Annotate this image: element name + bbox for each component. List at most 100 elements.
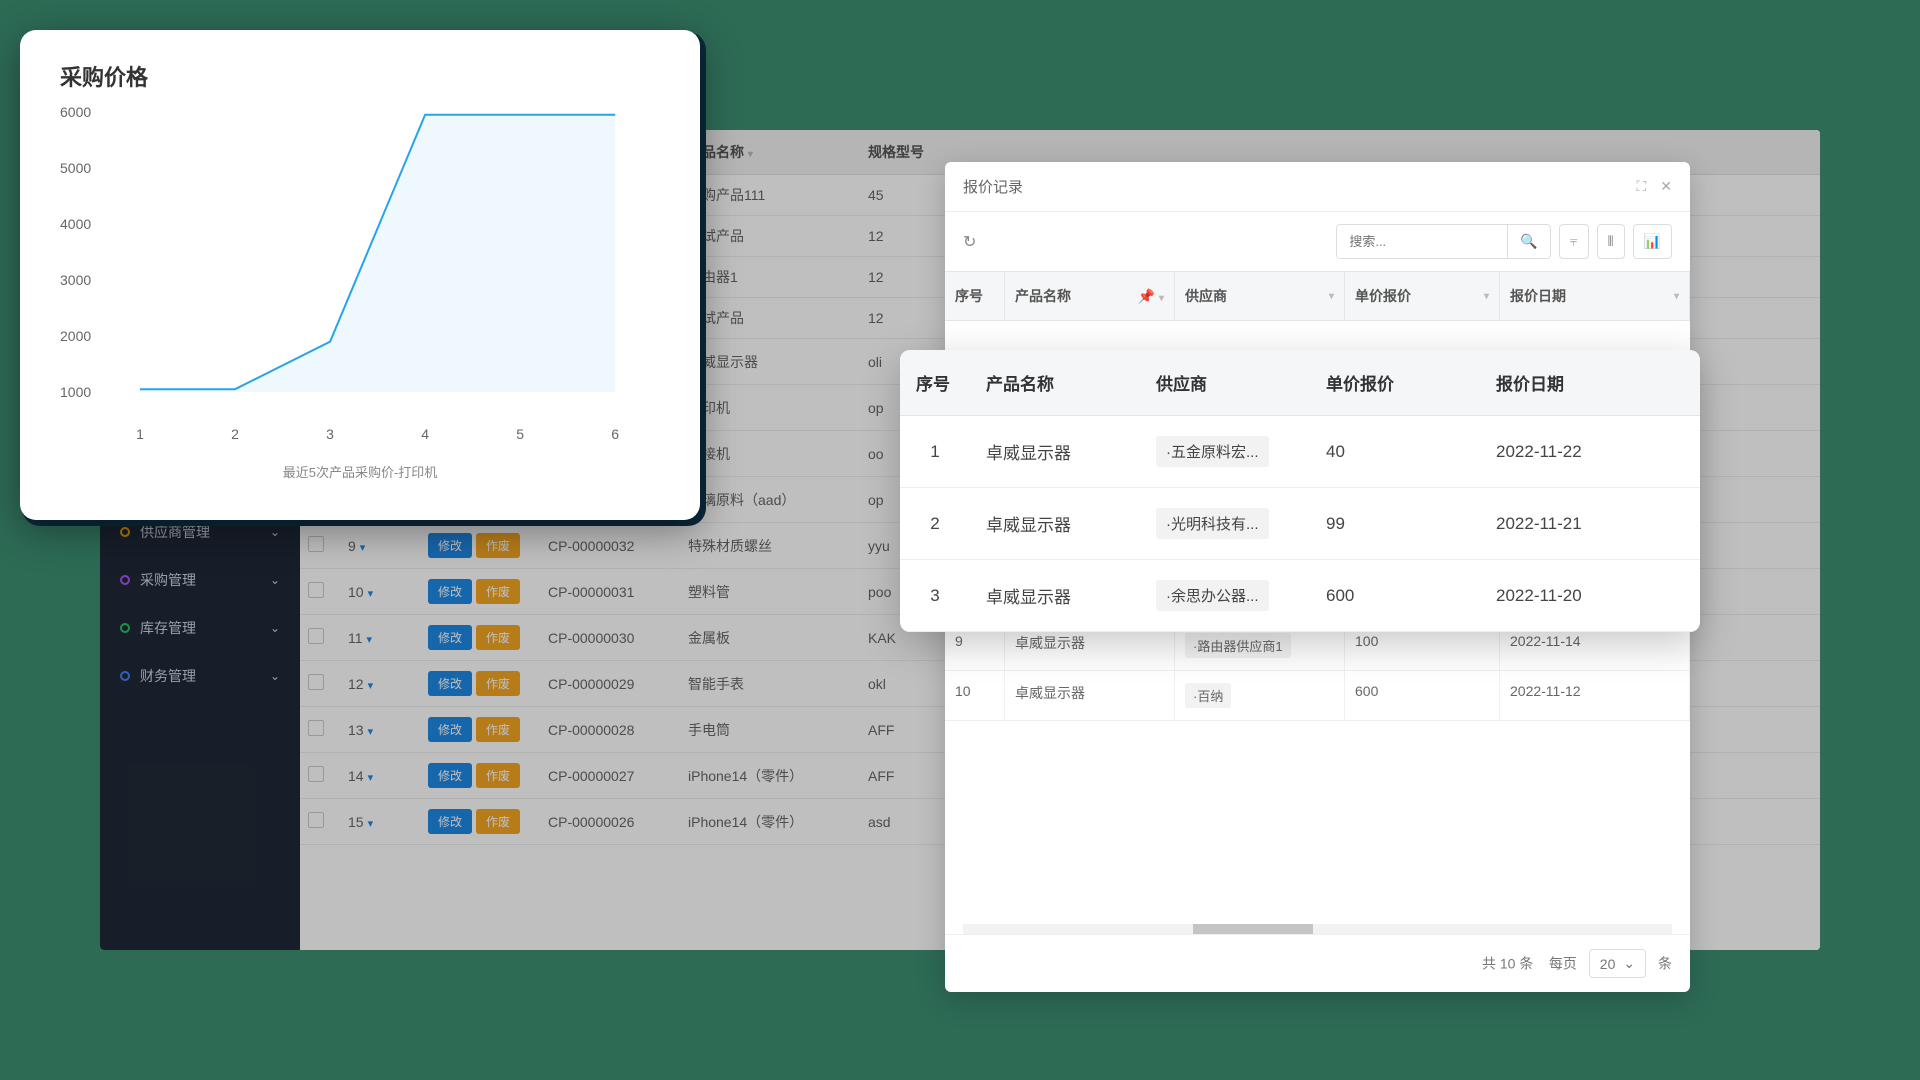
horizontal-scrollbar[interactable]	[963, 924, 1672, 934]
cell-name: 焊接机	[680, 431, 860, 477]
sort-icon: ▾	[367, 634, 373, 646]
cell-supplier: ·百纳	[1175, 671, 1345, 720]
quote-table-header: 序号 产品名称 📌 ▾ 供应商 ▾ 单价报价 ▾ 报价日期 ▾	[945, 271, 1690, 321]
sort-icon[interactable]: ▾	[748, 149, 753, 160]
col-price[interactable]: 单价报价	[1355, 286, 1411, 306]
circle-icon	[120, 671, 130, 681]
sort-icon: ▾	[368, 772, 374, 784]
cell-name: 智能手表	[680, 661, 860, 707]
void-button[interactable]: 作废	[476, 763, 520, 788]
sort-icon[interactable]: ▾	[1329, 291, 1334, 302]
cell-idx: 10	[945, 671, 1005, 720]
chart-icon[interactable]: 📊	[1633, 224, 1672, 259]
modal-footer: 共 10 条 每页 20 ⌄ 条	[945, 934, 1690, 992]
sidebar-item-label: 财务管理	[140, 666, 196, 686]
refresh-icon[interactable]: ↻	[963, 232, 976, 252]
void-button[interactable]: 作废	[476, 579, 520, 604]
table-row[interactable]: 1卓威显示器·五金原料宏...402022-11-22	[900, 416, 1700, 488]
row-checkbox[interactable]	[308, 582, 324, 598]
sidebar-item-finance[interactable]: 财务管理 ⌄	[100, 652, 300, 700]
col-date: 报价日期	[1480, 350, 1700, 416]
x-axis-label: 3	[326, 426, 334, 442]
row-checkbox[interactable]	[308, 536, 324, 552]
row-checkbox[interactable]	[308, 720, 324, 736]
table-row[interactable]: 2卓威显示器·光明科技有...992022-11-21	[900, 488, 1700, 560]
col-spec[interactable]: 规格型号	[868, 144, 924, 160]
cell-code: CP-00000030	[540, 615, 680, 661]
chevron-down-icon: ⌄	[270, 525, 280, 539]
cell-code: CP-00000032	[540, 523, 680, 569]
edit-button[interactable]: 修改	[428, 809, 472, 834]
cell-name: 卓威显示器	[970, 416, 1140, 488]
col-supplier[interactable]: 供应商	[1185, 286, 1227, 306]
expand-icon[interactable]: ⛶	[1636, 178, 1646, 195]
row-checkbox[interactable]	[308, 628, 324, 644]
close-icon[interactable]: ✕	[1660, 178, 1672, 195]
chevron-down-icon: ⌄	[270, 669, 280, 683]
chart-area-fill	[140, 115, 615, 392]
cell-date: 2022-11-21	[1480, 488, 1700, 560]
chart-title: 采购价格	[60, 60, 660, 92]
page-size-value: 20	[1600, 956, 1616, 972]
cell-name: 塑料管	[680, 569, 860, 615]
edit-button[interactable]: 修改	[428, 625, 472, 650]
void-button[interactable]: 作废	[476, 671, 520, 696]
cell-name: 手电筒	[680, 707, 860, 753]
x-axis-label: 5	[516, 426, 524, 442]
edit-button[interactable]: 修改	[428, 763, 472, 788]
cell-name: 测试产品	[680, 216, 860, 257]
y-axis-label: 4000	[60, 216, 91, 232]
cell-code: CP-00000027	[540, 753, 680, 799]
chevron-down-icon: ⌄	[270, 573, 280, 587]
search-box: 🔍	[1336, 224, 1550, 259]
pin-icon[interactable]: 📌 ▾	[1138, 288, 1164, 305]
cell-code: CP-00000026	[540, 799, 680, 845]
table-row[interactable]: 3卓威显示器·余思办公器...6002022-11-20	[900, 560, 1700, 632]
sidebar-item-inventory[interactable]: 库存管理 ⌄	[100, 604, 300, 652]
cell-name: iPhone14（零件）	[680, 799, 860, 845]
y-axis-label: 5000	[60, 160, 91, 176]
y-axis-label: 6000	[60, 104, 91, 120]
cell-name: 金属板	[680, 615, 860, 661]
search-input[interactable]	[1337, 225, 1507, 258]
cell-name: 卓威显示器	[1005, 671, 1175, 720]
edit-button[interactable]: 修改	[428, 717, 472, 742]
edit-button[interactable]: 修改	[428, 579, 472, 604]
col-name[interactable]: 产品名称	[1015, 286, 1071, 306]
cell-name: 打印机	[680, 385, 860, 431]
filter-icon[interactable]: ⫧	[1559, 224, 1589, 259]
sort-icon: ▾	[360, 542, 366, 554]
y-axis-label: 2000	[60, 328, 91, 344]
void-button[interactable]: 作废	[476, 625, 520, 650]
y-axis-label: 1000	[60, 384, 91, 400]
void-button[interactable]: 作废	[476, 809, 520, 834]
settings-icon[interactable]: ⫴	[1597, 224, 1625, 259]
cell-name: 路由器1	[680, 257, 860, 298]
row-checkbox[interactable]	[308, 812, 324, 828]
search-icon[interactable]: 🔍	[1507, 225, 1549, 258]
row-checkbox[interactable]	[308, 674, 324, 690]
sort-icon[interactable]: ▾	[1674, 291, 1679, 302]
cell-date: 2022-11-12	[1500, 671, 1690, 720]
cell-name: 特殊材质螺丝	[680, 523, 860, 569]
cell-supplier: ·余思办公器...	[1140, 560, 1310, 632]
sort-icon: ▾	[368, 818, 374, 830]
col-name: 产品名称	[970, 350, 1140, 416]
x-axis-label: 2	[231, 426, 239, 442]
cell-date: 2022-11-20	[1480, 560, 1700, 632]
row-checkbox[interactable]	[308, 766, 324, 782]
edit-button[interactable]: 修改	[428, 671, 472, 696]
table-row[interactable]: 10卓威显示器·百纳6002022-11-12	[945, 671, 1690, 721]
sort-icon[interactable]: ▾	[1484, 291, 1489, 302]
price-chart-card: 采购价格 100020003000400050006000123456 最近5次…	[20, 30, 700, 520]
col-idx[interactable]: 序号	[955, 286, 983, 306]
void-button[interactable]: 作废	[476, 717, 520, 742]
cell-price: 99	[1310, 488, 1480, 560]
page-size-select[interactable]: 20 ⌄	[1589, 949, 1646, 978]
cell-supplier: ·五金原料宏...	[1140, 416, 1310, 488]
col-date[interactable]: 报价日期	[1510, 286, 1566, 306]
sidebar-item-purchase[interactable]: 采购管理 ⌄	[100, 556, 300, 604]
void-button[interactable]: 作废	[476, 533, 520, 558]
cell-name: 采购产品111	[680, 175, 860, 216]
edit-button[interactable]: 修改	[428, 533, 472, 558]
